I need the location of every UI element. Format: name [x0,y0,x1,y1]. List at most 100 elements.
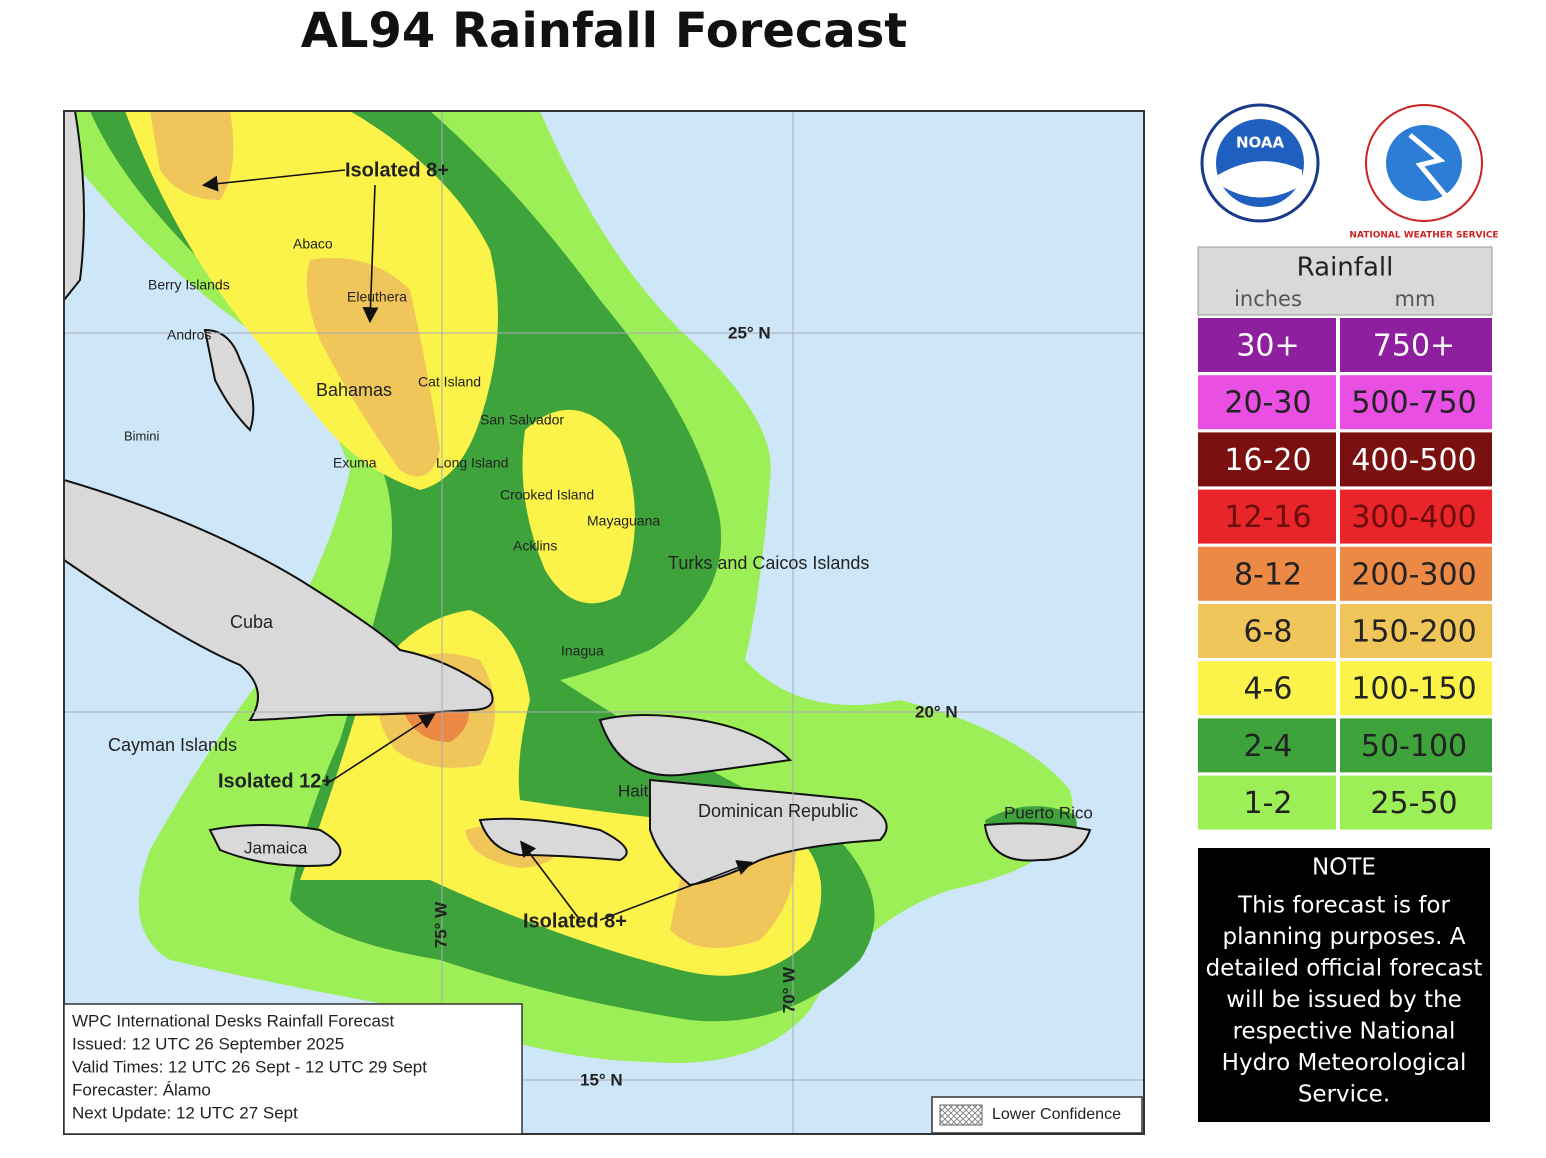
legend-mm: 50-100 [1361,729,1467,764]
legend-swatch [1198,718,1336,773]
grid-label: 15° N [580,1070,623,1089]
place-label: Haiti [618,781,652,800]
legend-swatch [1340,604,1492,658]
legend-mm: 150-200 [1351,615,1476,650]
place-label: Cat Island [418,374,481,390]
legend-inches: 30+ [1236,329,1299,364]
place-label: Crooked Island [500,487,594,503]
legend-swatch [1198,546,1336,601]
note-line: planning purposes. A [1223,924,1466,950]
legend-title: Rainfall [1297,253,1394,283]
place-label: Acklins [513,538,557,554]
place-label: Abaco [293,236,333,252]
info-line: WPC International Desks Rainfall Forecas… [72,1011,394,1030]
place-label: Inagua [561,643,604,659]
legend-swatch [1198,775,1336,830]
grid-label: 75° W [431,901,450,948]
place-label: Mayaguana [587,513,660,529]
legend-mm: 100-150 [1351,672,1476,707]
legend-swatch [1198,375,1336,430]
legend-swatch [1198,489,1336,544]
arrows [201,169,753,921]
title: AL94 Rainfall Forecast [301,3,908,59]
legend-swatch [1340,546,1492,601]
legend-swatch [1340,375,1492,430]
note-line: This forecast is for [1237,893,1450,919]
legend-swatch [1198,661,1336,716]
note-box [1198,848,1490,1122]
annotation: Isolated 8+ [345,159,449,181]
place-label: Long Island [436,455,508,471]
info-line: Next Update: 12 UTC 27 Sept [72,1103,298,1122]
legend-mm: 750+ [1373,329,1455,364]
confidence-label: Lower Confidence [992,1106,1121,1123]
legend-swatch [1340,489,1492,544]
legend-header [1197,246,1493,316]
place-label: Berry Islands [148,277,230,293]
place-label: Bimini [124,428,160,443]
legend-unit: inches [1234,287,1302,311]
map-frame [63,110,1145,1135]
note-line: respective National [1233,1019,1456,1045]
legend-inches: 2-4 [1244,729,1293,764]
legend: 30+ 750+ 20-30 500-750 16-20 400-500 12-16 300-… [1198,318,1492,830]
legend-inches: 4-6 [1244,672,1293,707]
place-label: Cayman Islands [108,735,237,755]
nws-text: NATIONAL WEATHER SERVICE [1349,231,1498,241]
legend-mm: 500-750 [1351,386,1476,421]
legend-swatch [1198,604,1336,658]
legend-mm: 300-400 [1351,500,1476,535]
note-line: will be issued by the [1226,987,1462,1013]
legend-inches: 16-20 [1224,443,1311,478]
place-label: Andros [167,327,211,343]
note-line: Service. [1298,1082,1390,1108]
noaa-text: NOAA [1236,134,1285,152]
legend-swatch [1340,661,1492,716]
land [64,111,1092,887]
note-line: detailed official forecast [1206,956,1483,982]
place-label: San Salvador [480,412,564,428]
legend-swatch [1340,775,1492,830]
map: Abaco Berry Islands Eleuthera Andros Bahamas… [64,111,1144,1134]
legend-swatch [1340,718,1492,773]
place-label: Exuma [333,455,377,471]
info-line: Issued: 12 UTC 26 September 2025 [72,1034,344,1053]
legend-inches: 1-2 [1244,786,1293,821]
info-box [63,1003,523,1135]
labels: Abaco Berry Islands Eleuthera Andros Bahamas… [108,159,1093,1089]
note-title: NOTE [1312,855,1376,881]
noaa-logo: NOAA [1200,103,1320,223]
info-line: Forecaster: Álamo [72,1080,211,1099]
grid-label: 25° N [728,323,771,342]
legend-mm: 200-300 [1351,557,1476,592]
legend-inches: 12-16 [1224,500,1311,535]
legend-inches: 6-8 [1244,615,1293,650]
legend-mm: 25-50 [1370,786,1457,821]
place-label: Eleuthera [347,289,407,305]
note: This forecast is for planning purposes. A… [1206,893,1483,1108]
legend-swatch [1198,318,1336,372]
legend-mm: 400-500 [1351,443,1476,478]
hatch-swatch [939,1104,983,1126]
place-label: Bahamas [316,380,392,400]
note-line: Hydro Meteorological [1222,1050,1467,1076]
legend-inches: 8-12 [1234,557,1302,592]
place-label: Turks and Caicos Islands [668,553,869,573]
place-label: Cuba [230,612,274,632]
grid-label: 20° N [915,702,958,721]
nws-logo: NATIONAL WEATHER SERVICE [1349,104,1499,241]
annotation: Isolated 8+ [523,910,627,932]
place-label: Puerto Rico [1004,803,1093,822]
legend-swatch [1198,432,1336,487]
info-line: Valid Times: 12 UTC 26 Sept - 12 UTC 29 … [72,1057,427,1076]
legend-swatch [1340,318,1492,372]
legend-unit: mm [1395,287,1436,311]
legend-inches: 20-30 [1224,386,1311,421]
zone-4-6-east [522,409,635,604]
place-label: Jamaica [244,838,308,857]
grid-label: 70° W [779,966,798,1013]
place-label: Dominican Republic [698,801,858,821]
legend-swatch [1340,432,1492,487]
annotation: Isolated 12+ [218,770,333,792]
